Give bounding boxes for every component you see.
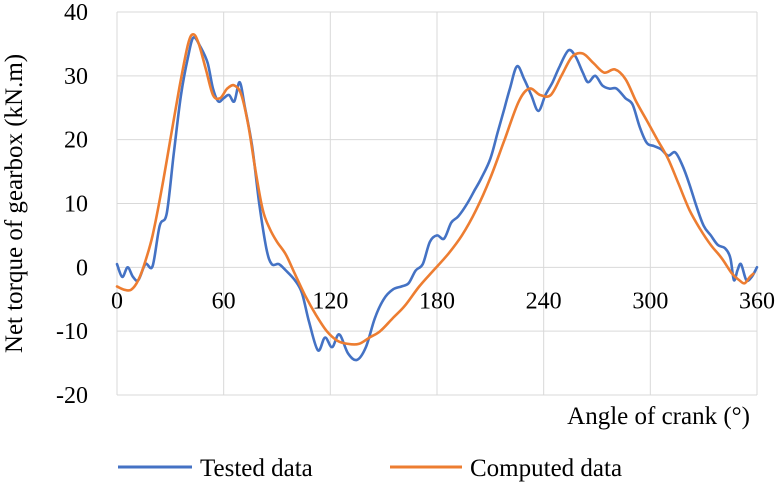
y-tick-label: 30 (64, 64, 88, 90)
x-tick-label: 240 (526, 288, 562, 314)
y-tick-label: 20 (64, 128, 88, 154)
x-tick-labels: 0 60 120 180 240 300 360 (111, 288, 775, 314)
y-tick-label: -20 (56, 383, 88, 409)
y-tick-label: 40 (64, 0, 88, 26)
y-tick-label: 0 (76, 255, 88, 281)
series-line-computed (115, 33, 755, 346)
y-tick-labels: 40 30 20 10 0 -10 -20 (56, 0, 88, 409)
series-lines (115, 33, 759, 362)
x-axis-title: Angle of crank (°) (567, 403, 750, 430)
y-tick-label: 10 (64, 192, 88, 218)
legend-label-tested: Tested data (200, 455, 313, 482)
legend: Tested data Computed data (118, 455, 622, 482)
x-tick-label: 0 (111, 288, 123, 314)
y-axis-title: Net torque of gearbox (kN.m) (1, 54, 28, 353)
x-tick-label: 300 (632, 288, 668, 314)
x-tick-label: 180 (419, 288, 455, 314)
x-tick-label: 120 (312, 288, 348, 314)
x-tick-label: 360 (739, 288, 775, 314)
legend-item-computed: Computed data (390, 455, 622, 482)
legend-item-tested: Tested data (118, 455, 313, 482)
y-tick-label: -10 (56, 319, 88, 345)
x-tick-label: 60 (212, 288, 236, 314)
legend-label-computed: Computed data (470, 455, 622, 482)
gridlines (116, 11, 758, 396)
